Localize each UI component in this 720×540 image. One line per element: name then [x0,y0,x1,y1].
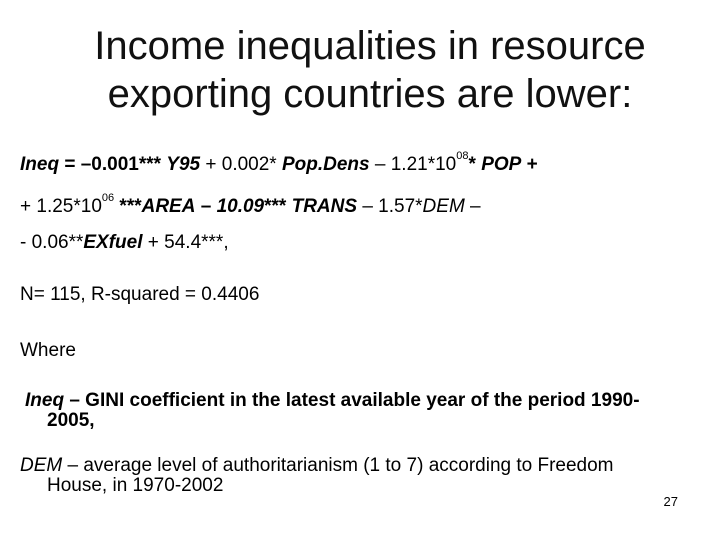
equation-line-2: + 1.25*1006 ***AREA – 10.09*** TRANS – 1… [20,192,481,218]
title-line-1: Income inequalities in resource [94,24,646,68]
eq-var-popdens: Pop.Dens [281,154,370,175]
eq-var-area: AREA [141,196,196,217]
title-line-2: exporting countries are lower: [107,72,633,116]
def-dem-text: – average level of authoritarianism (1 t… [62,455,614,476]
slide-title: Income inequalities in resource exportin… [60,22,680,118]
regression-stats: N= 115, R-squared = 0.4406 [20,284,260,305]
eq-term-intercept-y95: = –0.001*** [59,154,167,175]
definition-ineq-line-2: 2005, [47,410,95,431]
definition-dem-line-2: House, in 1970-2002 [47,475,224,496]
definition-ineq-line-1: Ineq – GINI coefficient in the latest av… [25,390,640,412]
eq-star-pop: * [468,154,482,175]
eq-exponent-pop: 08 [456,150,469,162]
eq-var-ineq: Ineq [20,154,60,175]
eq-stars-area: *** [114,196,142,217]
eq-plus-end: + [521,154,538,175]
eq-term-exfuel-coef: - 0.06** [20,232,84,253]
eq-var-y95: Y95 [166,154,201,175]
eq-var-pop: POP [481,154,522,175]
where-label: Where [20,340,76,361]
eq-term-dem-coef: – 1.57* [357,196,423,217]
equation-line-3: - 0.06**EXfuel + 54.4***, [20,232,229,254]
eq-term-area-coef: + 1.25*10 [20,196,102,217]
eq-term-pop-coef: – 1.21*10 [369,154,457,175]
eq-constant: + 54.4***, [142,232,229,253]
eq-var-dem: DEM [422,196,465,217]
eq-dash-trans: – [195,196,217,217]
eq-coef-trans: 10.09 [216,196,265,217]
def-ineq-text: – GINI coefficient in the latest availab… [64,390,640,411]
eq-dash-end: – [464,196,481,217]
equation-line-1: Ineq = –0.001*** Y95 + 0.002* Pop.Dens –… [20,150,538,176]
eq-var-trans: TRANS [291,196,358,217]
def-var-dem: DEM [20,455,63,476]
eq-stars-trans: *** [264,196,292,217]
eq-var-exfuel: EXfuel [83,232,143,253]
page-number: 27 [663,494,678,509]
eq-term-popdens-coef: + 0.002* [200,154,282,175]
def-var-ineq: Ineq [25,390,65,411]
definition-dem-line-1: DEM – average level of authoritarianism … [20,455,614,477]
eq-exponent-area: 06 [101,192,115,204]
